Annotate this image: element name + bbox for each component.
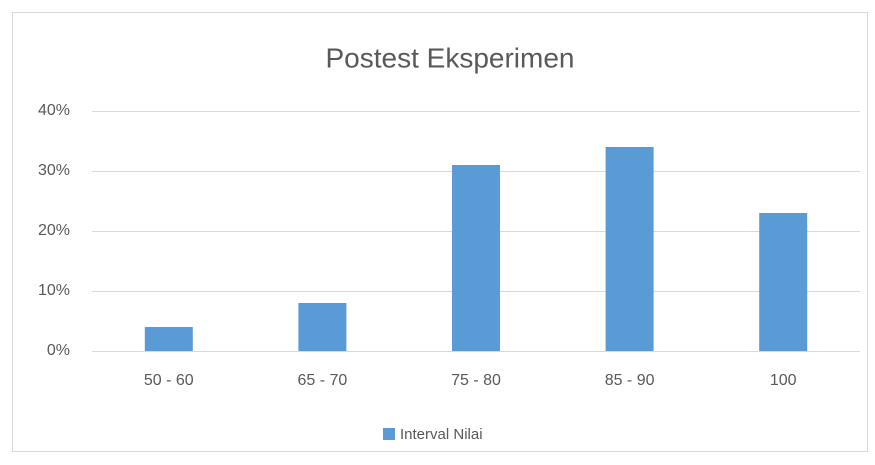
x-tick-label: 85 - 90 xyxy=(605,372,655,389)
y-tick-label: 0% xyxy=(47,342,70,359)
x-tick-label: 65 - 70 xyxy=(297,372,347,389)
x-tick-label: 50 - 60 xyxy=(144,372,194,389)
y-tick-label: 10% xyxy=(38,282,70,299)
legend-swatch xyxy=(383,428,395,440)
bar xyxy=(452,165,500,351)
bar xyxy=(298,303,347,351)
x-tick-label: 100 xyxy=(770,372,797,389)
chart-title: Postest Eksperimen xyxy=(326,42,575,73)
bar xyxy=(605,147,654,351)
y-tick-label: 20% xyxy=(38,222,70,239)
bar xyxy=(759,213,808,351)
y-tick-label: 30% xyxy=(38,162,70,179)
x-tick-label: 75 - 80 xyxy=(451,372,501,389)
y-tick-label: 40% xyxy=(38,102,70,119)
bar xyxy=(144,327,193,351)
legend-label: Interval Nilai xyxy=(400,426,483,443)
